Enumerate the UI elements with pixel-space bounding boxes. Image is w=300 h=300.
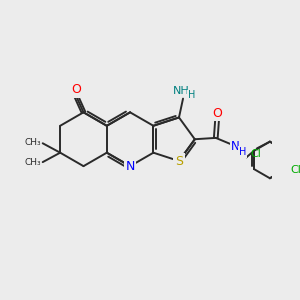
Text: O: O <box>71 83 81 96</box>
Text: O: O <box>212 106 222 120</box>
Text: Cl: Cl <box>250 149 261 159</box>
Text: CH₃: CH₃ <box>25 158 41 167</box>
Text: H: H <box>188 90 195 100</box>
Text: N: N <box>231 140 240 153</box>
Text: Cl: Cl <box>290 165 300 175</box>
Text: N: N <box>125 160 135 172</box>
Text: CH₃: CH₃ <box>25 138 41 147</box>
Text: H: H <box>239 147 246 157</box>
Text: NH: NH <box>173 86 190 96</box>
Text: S: S <box>175 154 183 167</box>
